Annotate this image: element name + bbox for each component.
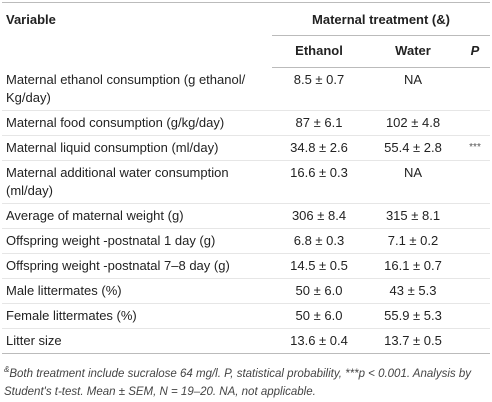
cell-variable: Female littermates (%) <box>2 303 272 329</box>
header-group: Maternal treatment (&) <box>272 2 490 36</box>
cell-p <box>460 67 490 111</box>
cell-ethanol: 6.8 ± 0.3 <box>272 228 366 254</box>
cell-variable: Offspring weight -postnatal 7–8 day (g) <box>2 253 272 279</box>
table-row: Maternal food consumption (g/kg/day) 87 ±… <box>2 110 490 136</box>
cell-ethanol: 50 ± 6.0 <box>272 278 366 304</box>
cell-water: NA <box>366 160 460 204</box>
table-row: Male littermates (%) 50 ± 6.0 43 ± 5.3 <box>2 278 490 304</box>
cell-p <box>460 253 490 279</box>
cell-variable: Male littermates (%) <box>2 278 272 304</box>
column-header: P <box>460 35 490 68</box>
table-row: Maternal liquid consumption (ml/day) 34.8… <box>2 135 490 161</box>
table-body: Maternal ethanol consumption (g ethanol/… <box>2 67 490 354</box>
footnote-marker: & <box>4 364 10 374</box>
cell-variable: Average of maternal weight (g) <box>2 203 272 229</box>
cell-ethanol: 16.6 ± 0.3 <box>272 160 366 204</box>
cell-variable: Maternal additional water consumption (m… <box>2 160 272 204</box>
cell-variable: Maternal liquid consumption (ml/day) <box>2 135 272 161</box>
cell-variable: Offspring weight -postnatal 1 day (g) <box>2 228 272 254</box>
table-row: Maternal ethanol consumption (g ethanol/… <box>2 67 490 111</box>
cell-water: 16.1 ± 0.7 <box>366 253 460 279</box>
table-row: Offspring weight -postnatal 7–8 day (g) 1… <box>2 253 490 279</box>
cell-water: 13.7 ± 0.5 <box>366 328 460 354</box>
cell-ethanol: 14.5 ± 0.5 <box>272 253 366 279</box>
cell-water: 55.4 ± 2.8 <box>366 135 460 161</box>
cell-ethanol: 13.6 ± 0.4 <box>272 328 366 354</box>
cell-p <box>460 160 490 204</box>
table-row: Maternal additional water consumption (m… <box>2 160 490 204</box>
cell-p <box>460 110 490 136</box>
header-variable: Variable <box>6 12 56 27</box>
table-row: Offspring weight -postnatal 1 day (g) 6.8… <box>2 228 490 254</box>
cell-p <box>460 303 490 329</box>
table-row: Female littermates (%) 50 ± 6.0 55.9 ± 5.3 <box>2 303 490 329</box>
cell-p <box>460 203 490 229</box>
cell-ethanol: 34.8 ± 2.6 <box>272 135 366 161</box>
cell-water: 102 ± 4.8 <box>366 110 460 136</box>
cell-ethanol: 306 ± 8.4 <box>272 203 366 229</box>
column-header: Water <box>366 35 460 68</box>
cell-p <box>460 228 490 254</box>
table-row: Litter size 13.6 ± 0.4 13.7 ± 0.5 <box>2 328 490 354</box>
cell-p <box>460 328 490 354</box>
cell-ethanol: 50 ± 6.0 <box>272 303 366 329</box>
cell-ethanol: 87 ± 6.1 <box>272 110 366 136</box>
cell-p: *** <box>460 135 490 161</box>
cell-water: NA <box>366 67 460 111</box>
cell-water: 43 ± 5.3 <box>366 278 460 304</box>
cell-water: 55.9 ± 5.3 <box>366 303 460 329</box>
cell-ethanol: 8.5 ± 0.7 <box>272 67 366 111</box>
cell-p <box>460 278 490 304</box>
cell-water: 7.1 ± 0.2 <box>366 228 460 254</box>
cell-variable: Litter size <box>2 328 272 354</box>
data-table: Variable Maternal treatment (&) Ethanol … <box>2 2 490 354</box>
table-row: Average of maternal weight (g) 306 ± 8.4 3… <box>2 203 490 229</box>
column-header: Ethanol <box>272 35 366 68</box>
cell-variable: Maternal ethanol consumption (g ethanol/… <box>2 67 272 111</box>
cell-water: 315 ± 8.1 <box>366 203 460 229</box>
cell-variable: Maternal food consumption (g/kg/day) <box>2 110 272 136</box>
footnote: &Both treatment include sucralose 64 mg/… <box>0 354 492 402</box>
footnote-text: Both treatment include sucralose 64 mg/l… <box>4 367 471 399</box>
